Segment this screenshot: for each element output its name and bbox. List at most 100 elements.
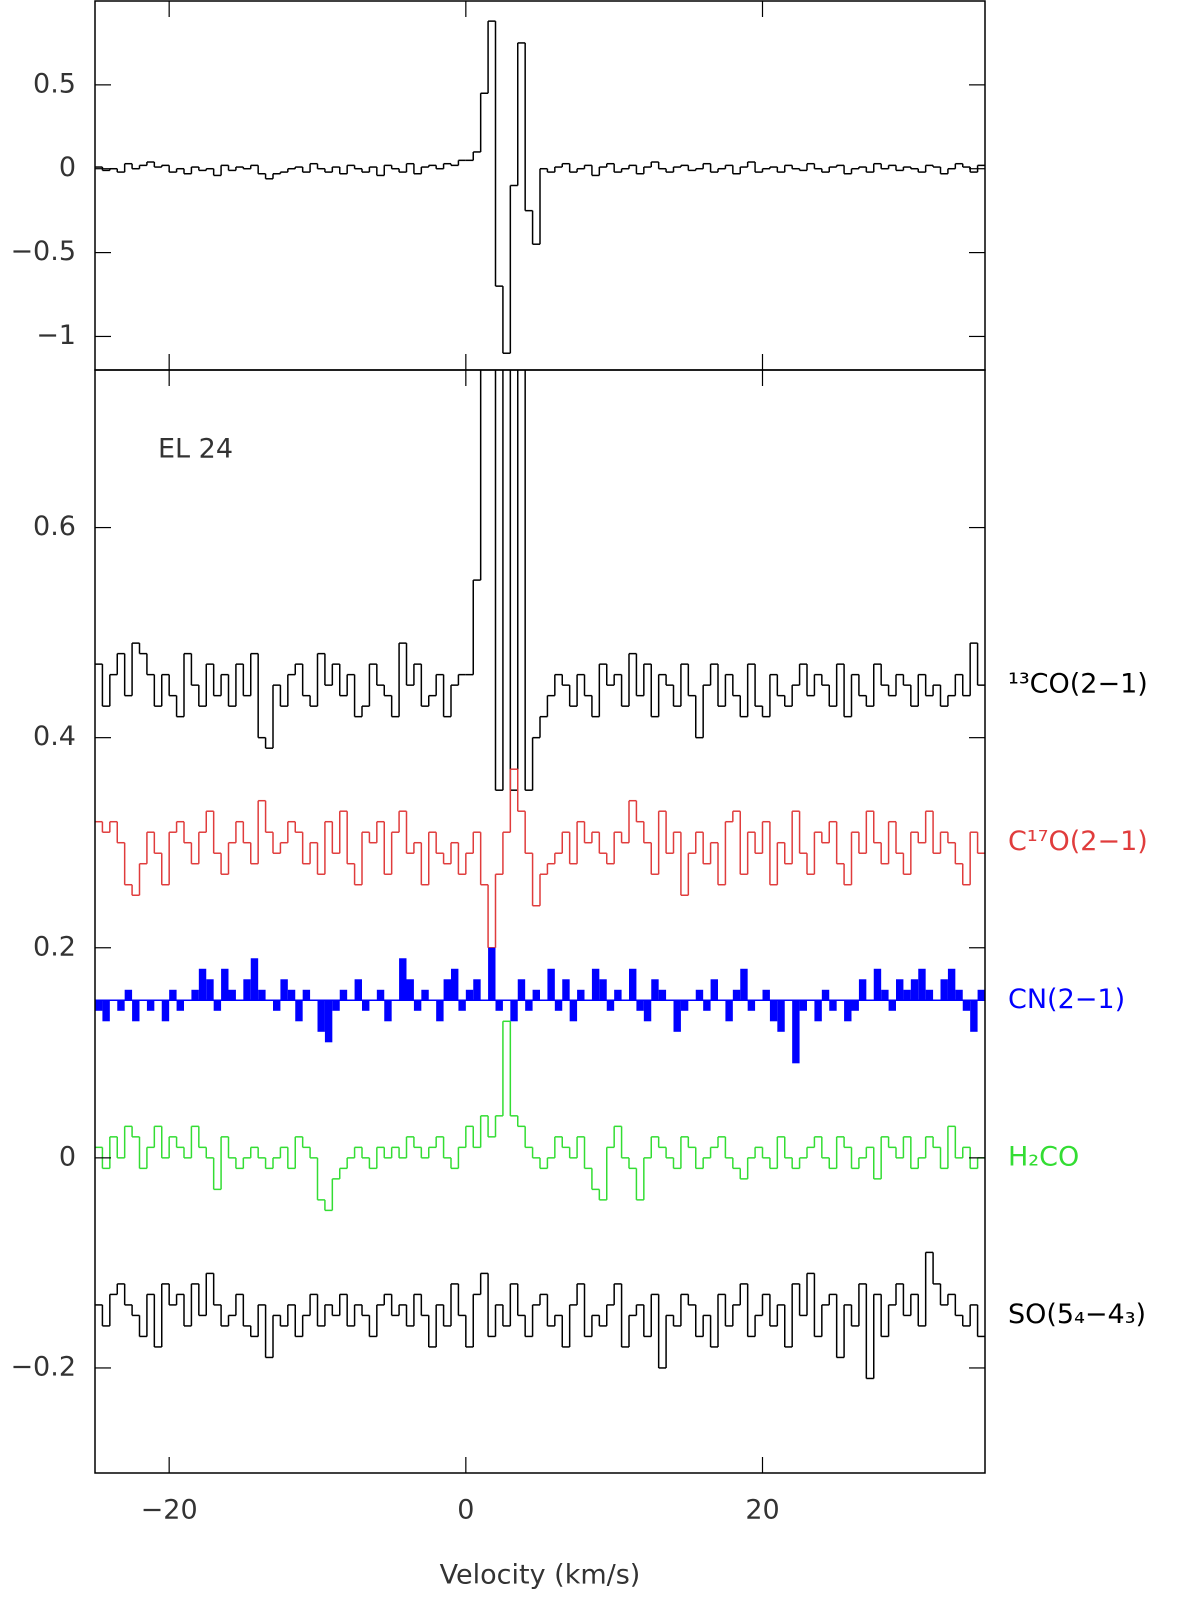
fill-bar bbox=[792, 1000, 800, 1064]
fill-bar bbox=[302, 989, 311, 1001]
series-label: H₂CO bbox=[1008, 1141, 1079, 1172]
fill-bar bbox=[873, 968, 882, 1001]
fill-bar bbox=[384, 1000, 392, 1022]
fill-bar bbox=[339, 989, 348, 1001]
fill-bar bbox=[643, 1000, 652, 1022]
fill-bar bbox=[525, 1000, 533, 1011]
fill-bar bbox=[851, 1000, 859, 1011]
fill-bar bbox=[295, 1000, 303, 1022]
x-tick-label: −20 bbox=[141, 1495, 198, 1526]
fill-bar bbox=[399, 958, 407, 1001]
x-tick-label: 0 bbox=[457, 1495, 474, 1526]
fill-bar bbox=[250, 958, 259, 1001]
fill-bar bbox=[829, 1000, 837, 1011]
fill-bar bbox=[161, 1000, 170, 1022]
fill-bar bbox=[910, 979, 919, 1001]
fill-bar bbox=[421, 989, 429, 1001]
fill-bar bbox=[473, 979, 481, 1001]
step-riser bbox=[101, 769, 979, 948]
fill-bar bbox=[517, 979, 526, 1001]
y-tick-label: 0 bbox=[59, 1141, 76, 1172]
fill-bar bbox=[287, 989, 296, 1001]
fill-bar bbox=[554, 1000, 563, 1011]
fill-bar bbox=[198, 968, 207, 1001]
fill-bar bbox=[206, 979, 214, 1001]
fill-bar bbox=[903, 989, 911, 1001]
step-riser bbox=[101, 1021, 979, 1211]
axes-frame bbox=[94, 369, 986, 1474]
series-label: ¹³CO(2−1) bbox=[1008, 669, 1148, 700]
fill-bar bbox=[117, 1000, 125, 1011]
plot-area bbox=[95, 370, 985, 1380]
fill-bar bbox=[213, 1000, 222, 1011]
step-riser bbox=[101, 1252, 979, 1379]
fill-bar bbox=[228, 989, 236, 1001]
fill-bar bbox=[169, 989, 177, 1001]
fill-bar bbox=[569, 1000, 578, 1022]
series-label: C¹⁷O(2−1) bbox=[1008, 826, 1148, 857]
y-tick-label: 0.4 bbox=[33, 721, 76, 752]
fill-bar bbox=[436, 1000, 444, 1022]
fill-bar bbox=[888, 1000, 896, 1011]
fill-bar bbox=[673, 1000, 681, 1032]
fill-bar bbox=[858, 979, 867, 1001]
fill-bar bbox=[725, 1000, 733, 1022]
fill-bar bbox=[896, 979, 904, 1001]
fill-bar bbox=[280, 979, 288, 1001]
fill-bar bbox=[821, 989, 830, 1001]
series-label: CN(2−1) bbox=[1008, 984, 1125, 1015]
fill-bar bbox=[703, 1000, 711, 1011]
fill-bar bbox=[458, 1000, 466, 1011]
fill-bar bbox=[146, 1000, 155, 1011]
series-label: SO(5₄−4₃) bbox=[1008, 1299, 1146, 1330]
step-riser bbox=[101, 370, 979, 791]
y-tick-label: −0.2 bbox=[10, 1351, 76, 1382]
fill-bar bbox=[970, 1000, 978, 1032]
x-tick-label: 20 bbox=[745, 1495, 779, 1526]
fill-bar bbox=[591, 968, 600, 1001]
fill-bar bbox=[510, 1000, 518, 1022]
fill-bar bbox=[762, 989, 770, 1001]
fill-bar bbox=[273, 1000, 281, 1011]
fill-bar bbox=[191, 989, 199, 1001]
fill-bar bbox=[332, 1000, 340, 1011]
y-tick-label: −0.5 bbox=[10, 236, 76, 267]
fill-bar bbox=[413, 1000, 422, 1011]
fill-bar bbox=[814, 1000, 822, 1022]
fill-bar bbox=[465, 989, 474, 1001]
fill-bar bbox=[324, 1000, 333, 1043]
x-axis-label: Velocity (km/s) bbox=[440, 1560, 641, 1591]
fill-bar bbox=[488, 947, 496, 1001]
fill-bar bbox=[102, 1000, 110, 1022]
fill-bar bbox=[918, 968, 926, 1001]
fill-bar bbox=[132, 1000, 140, 1022]
fill-bar bbox=[680, 1000, 689, 1011]
fill-bar bbox=[443, 979, 451, 1001]
fill-bar bbox=[221, 968, 229, 1001]
fill-bar bbox=[629, 968, 637, 1001]
fill-bar bbox=[376, 989, 385, 1001]
fill-bar bbox=[940, 979, 948, 1001]
fill-bar bbox=[362, 1000, 370, 1011]
fill-bar bbox=[547, 968, 555, 1001]
fill-bar bbox=[614, 989, 622, 1001]
fill-bar bbox=[95, 1000, 103, 1011]
fill-bar bbox=[243, 979, 251, 1001]
fill-bar bbox=[354, 979, 362, 1001]
fill-bar bbox=[732, 989, 741, 1001]
fill-bar bbox=[176, 1000, 184, 1011]
fill-bar bbox=[317, 1000, 325, 1032]
y-tick-label: 0.2 bbox=[33, 931, 76, 962]
fill-bar bbox=[947, 968, 956, 1001]
fill-bar bbox=[777, 1000, 785, 1032]
fill-bar bbox=[740, 968, 748, 1001]
fill-bar bbox=[532, 989, 540, 1001]
fill-bar bbox=[658, 989, 667, 1001]
step-riser bbox=[101, 21, 979, 354]
y-tick-label: −1 bbox=[36, 320, 76, 351]
fill-bar bbox=[562, 979, 570, 1001]
annotation: EL 24 bbox=[158, 434, 233, 465]
fill-bar bbox=[799, 1000, 807, 1011]
